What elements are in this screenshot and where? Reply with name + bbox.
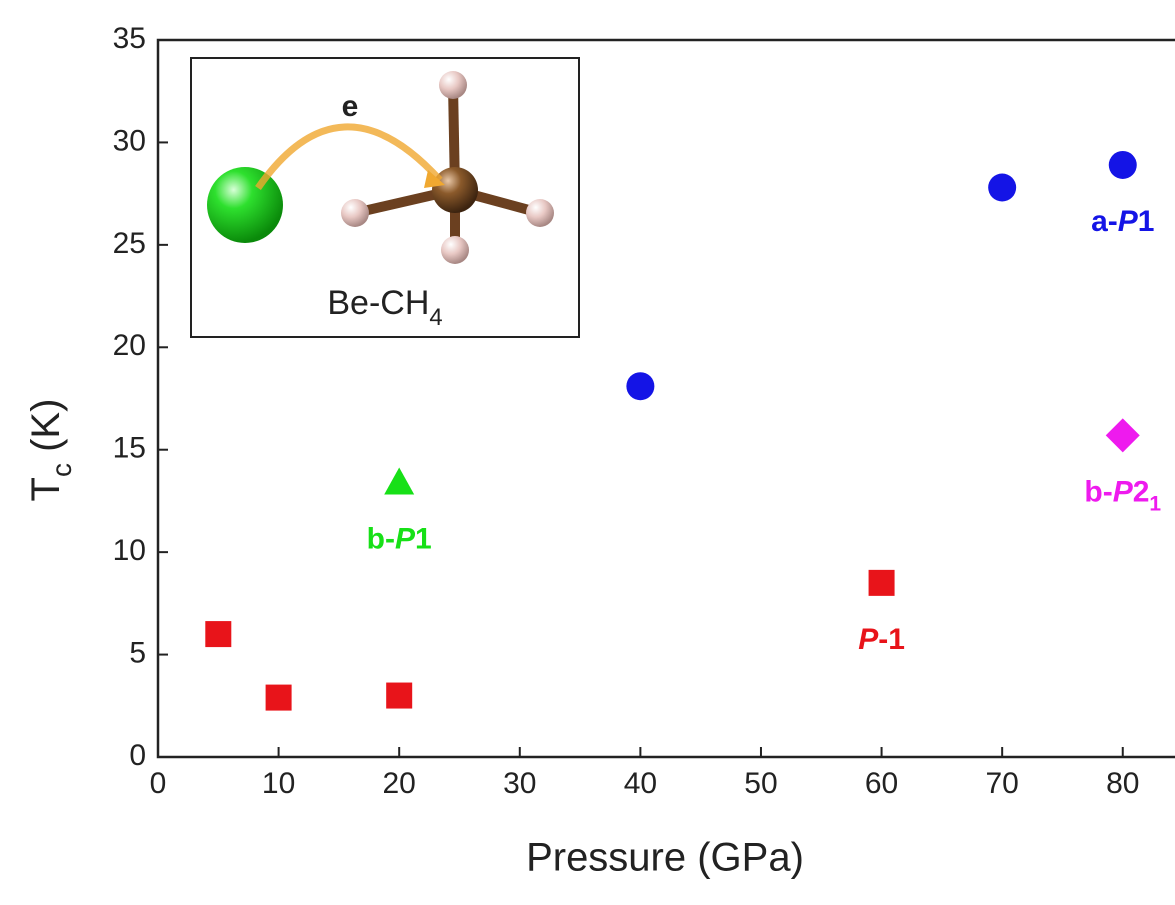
square-marker (869, 570, 895, 596)
y-tick-label: 15 (113, 432, 146, 465)
x-axis-title: Pressure (GPa) (526, 836, 804, 880)
text-part: P (1113, 475, 1134, 508)
y-tick-label: 35 (113, 22, 146, 55)
point-label: b-P21 (1084, 475, 1161, 515)
x-tick-label: 10 (262, 767, 295, 800)
x-tick-label: 30 (503, 767, 536, 800)
text-part: a- (1091, 205, 1118, 238)
point-label: P-1 (858, 623, 905, 656)
x-tick-label: 80 (1106, 767, 1139, 800)
circle-marker (626, 372, 654, 400)
text-part: 2 (1133, 475, 1150, 508)
x-tick-label: 70 (985, 767, 1018, 800)
text-part: Be-CH (327, 284, 429, 322)
x-tick-label: 60 (865, 767, 898, 800)
text-part: T (24, 477, 68, 501)
y-axis-title: Tc (K) (24, 399, 77, 502)
point-label: b-P1 (367, 522, 432, 555)
text-part: b- (1084, 475, 1112, 508)
y-tick-label: 10 (113, 534, 146, 567)
text-part: c (46, 463, 77, 477)
text-part: 1 (1149, 492, 1161, 515)
x-tick-label: 40 (624, 767, 657, 800)
text-part: (K) (24, 399, 68, 463)
x-tick-label: 50 (744, 767, 777, 800)
y-tick-label: 20 (113, 329, 146, 362)
square-marker (266, 685, 292, 711)
inset: e Be-CH4 (191, 58, 579, 337)
diamond-marker (1106, 418, 1140, 452)
y-tick-label: 5 (129, 636, 146, 669)
square-marker (386, 683, 412, 709)
square-marker (205, 621, 231, 647)
text-part: 1 (1138, 205, 1155, 238)
circle-marker (988, 173, 1016, 201)
text-part: 4 (429, 304, 442, 331)
x-tick-label: 20 (383, 767, 416, 800)
point-label: a-P1 (1091, 205, 1154, 238)
y-tick-label: 25 (113, 227, 146, 260)
text-part: b- (367, 522, 395, 555)
electron-label: e (342, 90, 359, 123)
x-tick-label: 0 (150, 767, 167, 800)
circle-marker (1109, 151, 1137, 179)
text-part: P (858, 623, 879, 656)
triangle-marker (384, 467, 414, 494)
text-part: -1 (878, 623, 905, 656)
text-part: P (1118, 205, 1139, 238)
y-tick-label: 0 (129, 739, 146, 772)
text-part: P (395, 522, 416, 555)
y-tick-label: 30 (113, 124, 146, 157)
chart: e Be-CH4 0 10 20 30 40 50 60 70 80 0 5 10 15 20 25 30 35… (0, 0, 1175, 905)
text-part: 1 (415, 522, 432, 555)
